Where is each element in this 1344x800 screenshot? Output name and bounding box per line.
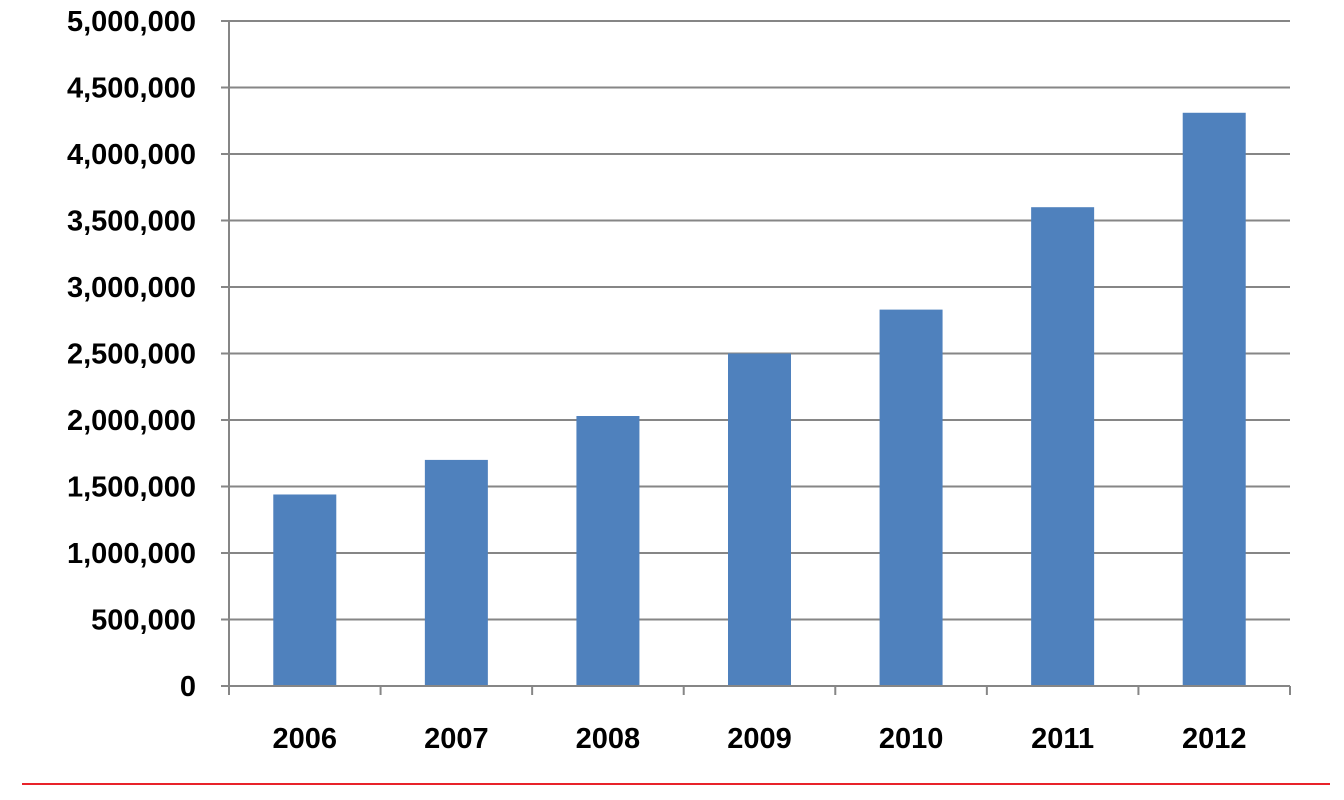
bars xyxy=(273,112,1246,686)
x-tick-label: 2011 xyxy=(1031,723,1094,755)
y-tick-label: 3,000,000 xyxy=(67,272,196,304)
axes xyxy=(221,20,1291,695)
y-tick-label: 2,000,000 xyxy=(67,405,196,437)
bar-2006 xyxy=(273,494,337,686)
x-tick-label: 2012 xyxy=(1182,723,1247,755)
y-tick-label: 1,000,000 xyxy=(67,538,196,570)
bar-2010 xyxy=(879,309,943,686)
x-tick-label: 2009 xyxy=(727,723,792,755)
y-axis-tick-labels: 0 500,000 1,000,000 1,500,000 2,000,000 2,500… xyxy=(67,6,196,703)
y-tick-label: 3,500,000 xyxy=(67,206,196,238)
bar-2008 xyxy=(576,416,640,686)
bar-2011 xyxy=(1031,207,1095,686)
y-tick-label: 5,000,000 xyxy=(67,6,196,38)
y-tick-label: 4,000,000 xyxy=(67,139,196,171)
y-tick-label: 1,500,000 xyxy=(67,472,196,504)
bar-2012 xyxy=(1182,112,1246,686)
bar-2007 xyxy=(424,459,488,686)
y-tick-label: 2,500,000 xyxy=(67,339,196,371)
y-tick-label: 0 xyxy=(180,671,196,703)
y-tick-label: 4,500,000 xyxy=(67,73,196,105)
x-tick-label: 2008 xyxy=(576,723,641,755)
x-tick-label: 2006 xyxy=(273,723,338,755)
y-tick-label: 500,000 xyxy=(91,605,196,637)
x-tick-label: 2010 xyxy=(879,723,944,755)
x-axis-tick-labels: 2006 2007 2008 2009 2010 2011 2012 xyxy=(273,723,1247,755)
x-tick-label: 2007 xyxy=(424,723,489,755)
bar-2009 xyxy=(728,353,791,686)
